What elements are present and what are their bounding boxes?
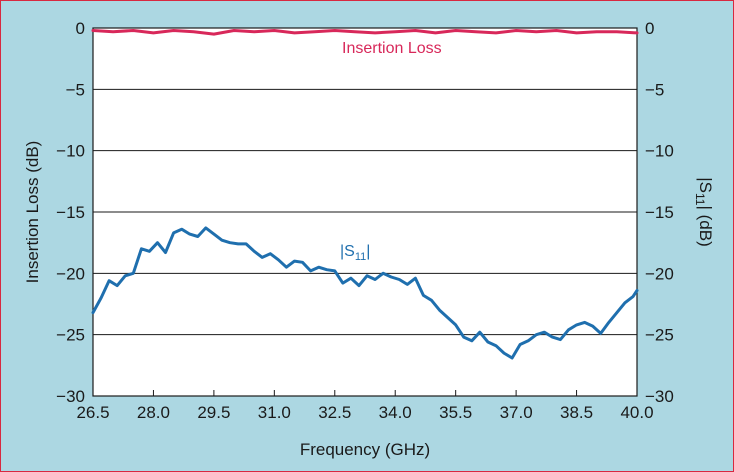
s11-line xyxy=(91,226,639,360)
x-axis-label: Frequency (GHz) xyxy=(300,440,430,459)
y-tick-label-right: −15 xyxy=(645,203,674,222)
x-tick-label: 35.5 xyxy=(439,403,472,422)
y-tick-label-right: −30 xyxy=(645,387,674,406)
x-tick-label: 29.5 xyxy=(197,403,230,422)
x-tick-label: 32.5 xyxy=(318,403,351,422)
y-tick-label-left: −15 xyxy=(56,203,85,222)
y-tick-label-right: 0 xyxy=(645,19,654,38)
y-tick-label-left: 0 xyxy=(76,19,85,38)
series-label-insertion-loss: Insertion Loss xyxy=(342,40,442,57)
tick-labels: 0 0−5 −5−10 −10−15 −15−20 −20−25 −25−30 −3026.5… xyxy=(56,19,674,422)
y-tick-label-right: −25 xyxy=(645,326,674,345)
x-tick-label: 37.0 xyxy=(500,403,533,422)
x-tick-label: 31.0 xyxy=(258,403,291,422)
y-tick-label-right: −5 xyxy=(645,80,664,99)
x-tick-label: 40.0 xyxy=(620,403,653,422)
y-tick-label-left: −10 xyxy=(56,142,85,161)
y-axis-label-right-suffix: | (dB) xyxy=(696,205,715,246)
y-axis-label-right-prefix: |S xyxy=(696,177,715,193)
x-tick-label: 38.5 xyxy=(560,403,593,422)
x-tick-label: 26.5 xyxy=(76,403,109,422)
y-axis-label-right: |S11| (dB) xyxy=(693,177,715,247)
series-label-s11-prefix: |S xyxy=(340,243,355,260)
y-axis-label-left: Insertion Loss (dB) xyxy=(23,141,42,284)
series-label-s11: |S11| xyxy=(340,243,370,263)
series-label-s11-suffix: | xyxy=(366,243,370,260)
series-label-s11-sub: 11 xyxy=(355,251,366,263)
y-tick-label-left: −5 xyxy=(66,80,85,99)
y-tick-label-left: −30 xyxy=(56,387,85,406)
x-tick-label: 28.0 xyxy=(137,403,170,422)
x-tick-label: 34.0 xyxy=(379,403,412,422)
y-tick-label-left: −25 xyxy=(56,326,85,345)
series-lines xyxy=(91,29,639,360)
insertion-loss-line xyxy=(91,29,639,36)
y-tick-label-right: −10 xyxy=(645,142,674,161)
y-axis-label-right-sub: 11 xyxy=(693,193,707,206)
y-tick-label-right: −20 xyxy=(645,264,674,283)
y-tick-label-left: −20 xyxy=(56,264,85,283)
